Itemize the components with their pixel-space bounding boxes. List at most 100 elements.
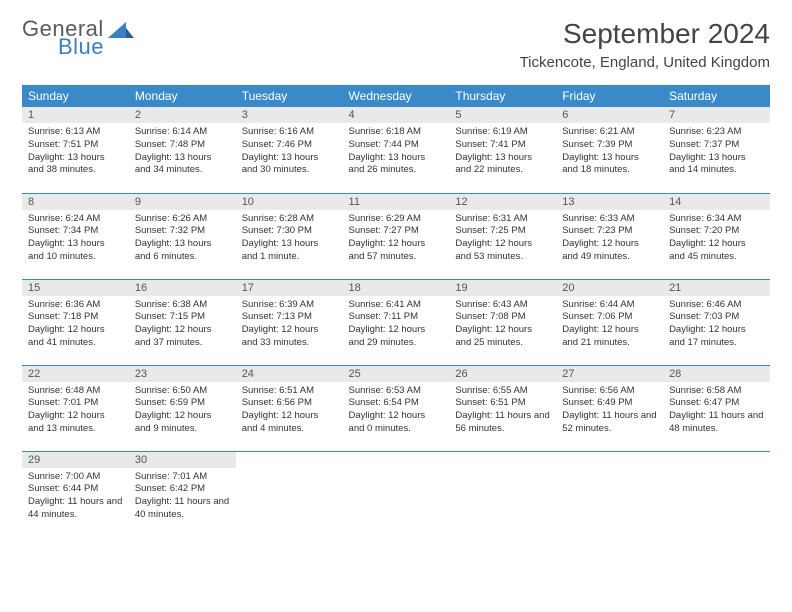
day-content: Sunrise: 6:41 AMSunset: 7:11 PMDaylight:… [343, 296, 450, 356]
calendar-cell: 27Sunrise: 6:56 AMSunset: 6:49 PMDayligh… [556, 365, 663, 451]
calendar-cell [236, 451, 343, 537]
calendar-cell: 5Sunrise: 6:19 AMSunset: 7:41 PMDaylight… [449, 107, 556, 193]
day-content: Sunrise: 6:36 AMSunset: 7:18 PMDaylight:… [22, 296, 129, 356]
day-content: Sunrise: 6:33 AMSunset: 7:23 PMDaylight:… [556, 210, 663, 270]
day-content: Sunrise: 6:21 AMSunset: 7:39 PMDaylight:… [556, 123, 663, 183]
brand-logo: General Blue [22, 18, 134, 58]
calendar-cell: 28Sunrise: 6:58 AMSunset: 6:47 PMDayligh… [663, 365, 770, 451]
calendar-row: 8Sunrise: 6:24 AMSunset: 7:34 PMDaylight… [22, 193, 770, 279]
day-number: 12 [449, 194, 556, 210]
calendar-cell: 26Sunrise: 6:55 AMSunset: 6:51 PMDayligh… [449, 365, 556, 451]
day-content: Sunrise: 6:28 AMSunset: 7:30 PMDaylight:… [236, 210, 343, 270]
calendar-cell: 11Sunrise: 6:29 AMSunset: 7:27 PMDayligh… [343, 193, 450, 279]
day-content: Sunrise: 6:14 AMSunset: 7:48 PMDaylight:… [129, 123, 236, 183]
day-number: 30 [129, 452, 236, 468]
day-header: Wednesday [343, 85, 450, 107]
day-number: 8 [22, 194, 129, 210]
calendar-cell: 12Sunrise: 6:31 AMSunset: 7:25 PMDayligh… [449, 193, 556, 279]
calendar-row: 22Sunrise: 6:48 AMSunset: 7:01 PMDayligh… [22, 365, 770, 451]
day-number: 26 [449, 366, 556, 382]
calendar-cell: 3Sunrise: 6:16 AMSunset: 7:46 PMDaylight… [236, 107, 343, 193]
calendar-cell: 13Sunrise: 6:33 AMSunset: 7:23 PMDayligh… [556, 193, 663, 279]
day-header: Saturday [663, 85, 770, 107]
day-header: Friday [556, 85, 663, 107]
day-number: 28 [663, 366, 770, 382]
calendar-cell [449, 451, 556, 537]
day-content: Sunrise: 6:24 AMSunset: 7:34 PMDaylight:… [22, 210, 129, 270]
day-number: 2 [129, 107, 236, 123]
day-content: Sunrise: 6:51 AMSunset: 6:56 PMDaylight:… [236, 382, 343, 442]
calendar-cell: 1Sunrise: 6:13 AMSunset: 7:51 PMDaylight… [22, 107, 129, 193]
day-number: 4 [343, 107, 450, 123]
calendar-cell: 25Sunrise: 6:53 AMSunset: 6:54 PMDayligh… [343, 365, 450, 451]
day-content: Sunrise: 6:13 AMSunset: 7:51 PMDaylight:… [22, 123, 129, 183]
day-number: 9 [129, 194, 236, 210]
calendar-cell: 20Sunrise: 6:44 AMSunset: 7:06 PMDayligh… [556, 279, 663, 365]
calendar-cell: 30Sunrise: 7:01 AMSunset: 6:42 PMDayligh… [129, 451, 236, 537]
day-number: 5 [449, 107, 556, 123]
day-number: 17 [236, 280, 343, 296]
day-content: Sunrise: 6:19 AMSunset: 7:41 PMDaylight:… [449, 123, 556, 183]
day-content: Sunrise: 7:00 AMSunset: 6:44 PMDaylight:… [22, 468, 129, 528]
calendar-cell: 2Sunrise: 6:14 AMSunset: 7:48 PMDaylight… [129, 107, 236, 193]
calendar-row: 1Sunrise: 6:13 AMSunset: 7:51 PMDaylight… [22, 107, 770, 193]
day-content: Sunrise: 6:43 AMSunset: 7:08 PMDaylight:… [449, 296, 556, 356]
day-content: Sunrise: 6:23 AMSunset: 7:37 PMDaylight:… [663, 123, 770, 183]
calendar-cell: 18Sunrise: 6:41 AMSunset: 7:11 PMDayligh… [343, 279, 450, 365]
day-content: Sunrise: 6:46 AMSunset: 7:03 PMDaylight:… [663, 296, 770, 356]
day-number: 7 [663, 107, 770, 123]
day-header-row: Sunday Monday Tuesday Wednesday Thursday… [22, 85, 770, 107]
day-number: 23 [129, 366, 236, 382]
day-content: Sunrise: 6:16 AMSunset: 7:46 PMDaylight:… [236, 123, 343, 183]
calendar-cell: 14Sunrise: 6:34 AMSunset: 7:20 PMDayligh… [663, 193, 770, 279]
day-number: 6 [556, 107, 663, 123]
calendar-row: 29Sunrise: 7:00 AMSunset: 6:44 PMDayligh… [22, 451, 770, 537]
day-content: Sunrise: 6:29 AMSunset: 7:27 PMDaylight:… [343, 210, 450, 270]
day-content: Sunrise: 6:55 AMSunset: 6:51 PMDaylight:… [449, 382, 556, 442]
day-content: Sunrise: 6:26 AMSunset: 7:32 PMDaylight:… [129, 210, 236, 270]
calendar-cell: 7Sunrise: 6:23 AMSunset: 7:37 PMDaylight… [663, 107, 770, 193]
day-number: 10 [236, 194, 343, 210]
header: General Blue September 2024 Tickencote, … [22, 18, 770, 71]
calendar-table: Sunday Monday Tuesday Wednesday Thursday… [22, 85, 770, 537]
calendar-cell: 23Sunrise: 6:50 AMSunset: 6:59 PMDayligh… [129, 365, 236, 451]
day-number: 15 [22, 280, 129, 296]
triangle-icon [108, 20, 134, 46]
calendar-cell: 16Sunrise: 6:38 AMSunset: 7:15 PMDayligh… [129, 279, 236, 365]
day-content: Sunrise: 6:38 AMSunset: 7:15 PMDaylight:… [129, 296, 236, 356]
title-block: September 2024 Tickencote, England, Unit… [520, 18, 770, 71]
day-content: Sunrise: 6:50 AMSunset: 6:59 PMDaylight:… [129, 382, 236, 442]
day-content: Sunrise: 6:48 AMSunset: 7:01 PMDaylight:… [22, 382, 129, 442]
day-content: Sunrise: 6:34 AMSunset: 7:20 PMDaylight:… [663, 210, 770, 270]
day-number: 18 [343, 280, 450, 296]
calendar-cell: 6Sunrise: 6:21 AMSunset: 7:39 PMDaylight… [556, 107, 663, 193]
calendar-cell: 15Sunrise: 6:36 AMSunset: 7:18 PMDayligh… [22, 279, 129, 365]
day-number: 20 [556, 280, 663, 296]
calendar-cell: 8Sunrise: 6:24 AMSunset: 7:34 PMDaylight… [22, 193, 129, 279]
calendar-cell: 9Sunrise: 6:26 AMSunset: 7:32 PMDaylight… [129, 193, 236, 279]
day-number: 1 [22, 107, 129, 123]
location-text: Tickencote, England, United Kingdom [520, 54, 770, 71]
day-number: 24 [236, 366, 343, 382]
day-number: 13 [556, 194, 663, 210]
day-content: Sunrise: 6:44 AMSunset: 7:06 PMDaylight:… [556, 296, 663, 356]
day-number: 29 [22, 452, 129, 468]
day-content: Sunrise: 6:56 AMSunset: 6:49 PMDaylight:… [556, 382, 663, 442]
day-number: 27 [556, 366, 663, 382]
day-content: Sunrise: 6:58 AMSunset: 6:47 PMDaylight:… [663, 382, 770, 442]
calendar-cell [663, 451, 770, 537]
day-content: Sunrise: 6:39 AMSunset: 7:13 PMDaylight:… [236, 296, 343, 356]
day-number: 19 [449, 280, 556, 296]
day-content: Sunrise: 7:01 AMSunset: 6:42 PMDaylight:… [129, 468, 236, 528]
day-number: 14 [663, 194, 770, 210]
calendar-cell: 29Sunrise: 7:00 AMSunset: 6:44 PMDayligh… [22, 451, 129, 537]
day-content: Sunrise: 6:31 AMSunset: 7:25 PMDaylight:… [449, 210, 556, 270]
calendar-cell [556, 451, 663, 537]
calendar-cell: 10Sunrise: 6:28 AMSunset: 7:30 PMDayligh… [236, 193, 343, 279]
calendar-cell: 24Sunrise: 6:51 AMSunset: 6:56 PMDayligh… [236, 365, 343, 451]
calendar-cell: 22Sunrise: 6:48 AMSunset: 7:01 PMDayligh… [22, 365, 129, 451]
day-header: Monday [129, 85, 236, 107]
page-title: September 2024 [520, 18, 770, 50]
day-content: Sunrise: 6:18 AMSunset: 7:44 PMDaylight:… [343, 123, 450, 183]
day-number: 3 [236, 107, 343, 123]
